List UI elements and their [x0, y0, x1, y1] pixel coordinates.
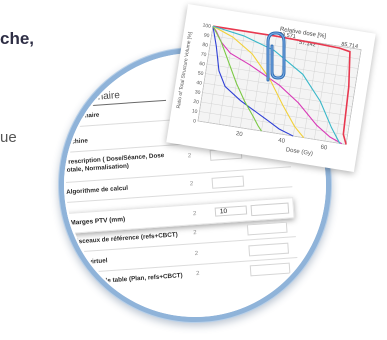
row-number: 2	[192, 210, 197, 218]
input-field[interactable]	[246, 221, 288, 236]
y-tick-label: 60	[199, 61, 206, 68]
x-tick-label: 40	[278, 138, 286, 145]
marges-ptv-input[interactable]: 10	[214, 205, 248, 217]
y-tick-label: 20	[193, 99, 200, 106]
row-label-marges-ptv: Marges PTV (mm)	[70, 215, 126, 227]
grid-line	[229, 31, 245, 127]
input-field[interactable]	[250, 202, 290, 217]
grid-line	[335, 47, 351, 143]
y-tick-label: 100	[202, 23, 211, 30]
row-number: 2	[187, 153, 192, 160]
grid-line	[261, 36, 277, 132]
paperclip-icon	[266, 31, 286, 82]
grid-line	[303, 42, 319, 138]
row-number: 2	[194, 250, 199, 258]
top-axis-annotation: 85.714	[341, 41, 359, 50]
y-tick-label: 0	[193, 118, 197, 124]
dose-volume-chart-card: 100 90 80 70 60 50 40 30 20 10 0 20 40 60 Dose (Gy) Rat…	[166, 4, 376, 172]
y-axis-label: Ratio of Total Structure Volume [%]	[176, 31, 194, 109]
grid-line	[324, 46, 341, 142]
row-label-prescription: Prescription ( Dose/Séance, Dose totale,…	[63, 152, 165, 175]
x-tick-label: 20	[235, 131, 243, 138]
input-field[interactable]	[248, 242, 290, 257]
table-header: Questionnaire	[58, 112, 100, 122]
series-line	[212, 25, 305, 139]
grid-line	[250, 34, 267, 130]
input-field[interactable]	[211, 175, 245, 189]
y-tick-label: 30	[194, 89, 201, 96]
y-tick-label: 10	[191, 108, 198, 115]
background-text-fragment: che,	[0, 29, 35, 48]
row-number: 2	[193, 230, 197, 237]
background-text-fragment: ue	[0, 129, 17, 146]
grid-line	[282, 39, 298, 135]
row-label-tolerance: Tolérance de table (Plan, refs+CBCT)	[72, 272, 183, 287]
top-axis-annotation: 28.571	[279, 32, 297, 41]
row-number: 2	[189, 181, 194, 188]
input-field[interactable]	[249, 262, 291, 277]
grid-line	[240, 32, 256, 128]
grid-line	[292, 41, 309, 137]
grid-line	[314, 44, 330, 140]
grid-line	[345, 49, 362, 145]
series-line	[212, 26, 294, 137]
grid-line	[218, 29, 235, 125]
grid-line	[208, 27, 224, 123]
top-axis-annotation: 57.142	[299, 40, 317, 49]
y-tick-label: 40	[196, 80, 203, 87]
grid-line	[197, 26, 214, 122]
y-tick-label: 50	[197, 70, 204, 77]
row-number: 2	[196, 270, 200, 278]
series-line	[212, 25, 341, 144]
y-tick-label: 80	[202, 42, 209, 49]
x-axis-label: Dose (Gy)	[285, 147, 313, 157]
series-line	[212, 25, 262, 132]
y-tick-label: 70	[200, 51, 207, 58]
y-tick-label: 90	[203, 32, 210, 39]
x-tick-label: 60	[320, 145, 328, 152]
